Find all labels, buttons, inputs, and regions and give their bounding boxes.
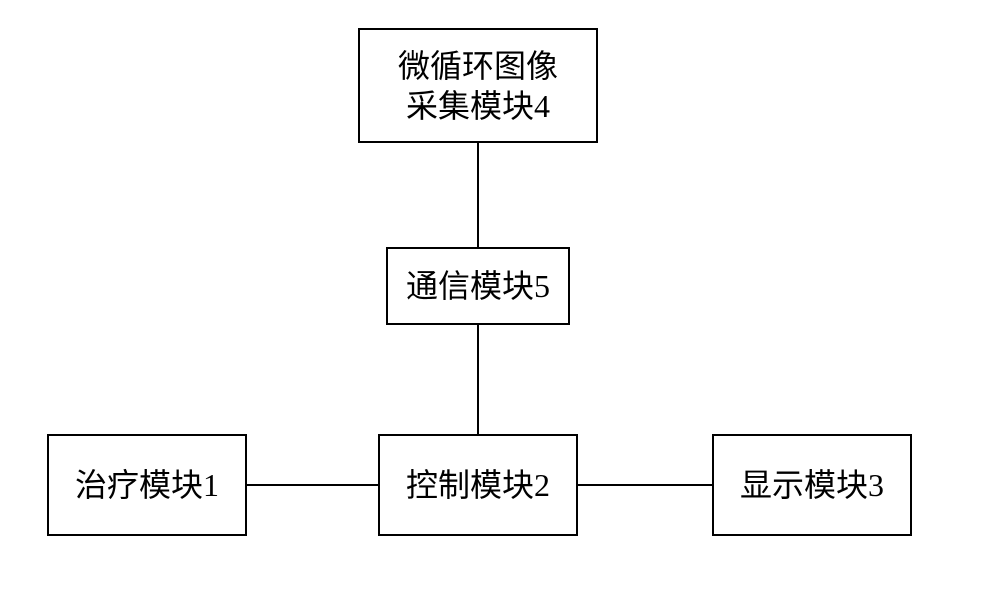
edge	[578, 484, 712, 486]
edge	[247, 484, 378, 486]
edge	[477, 143, 479, 247]
node-treatment: 治疗模块1	[47, 434, 247, 536]
node-display: 显示模块3	[712, 434, 912, 536]
node-communication: 通信模块5	[386, 247, 570, 325]
node-image-acquisition: 微循环图像 采集模块4	[358, 28, 598, 143]
diagram-canvas: 微循环图像 采集模块4 通信模块5 治疗模块1 控制模块2 显示模块3	[0, 0, 1000, 614]
node-control: 控制模块2	[378, 434, 578, 536]
edge	[477, 325, 479, 434]
